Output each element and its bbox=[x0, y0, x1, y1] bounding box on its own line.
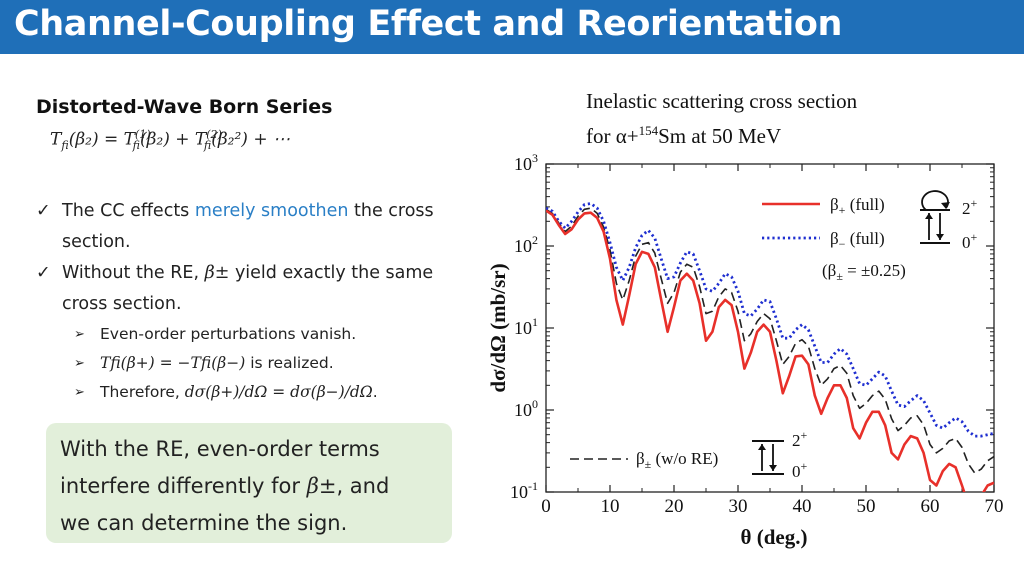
section-heading: Distorted-Wave Born Series bbox=[36, 96, 333, 118]
bullet-text: The CC effects bbox=[62, 201, 195, 221]
legend-label-beta-value: (β± = ±0.25) bbox=[822, 261, 906, 283]
y-tick-label: 103 bbox=[514, 151, 538, 174]
check-icon: ✓ bbox=[36, 263, 51, 283]
sub-bullet-text: Therefore, bbox=[100, 383, 185, 401]
eq-t1: T bbox=[123, 129, 135, 150]
eq-lhs-arg: (β₂) = bbox=[68, 129, 124, 150]
eq-t1-sup: (1) bbox=[135, 128, 151, 141]
title-bar: Channel-Coupling Effect and Reorientatio… bbox=[0, 0, 1024, 54]
chart-caption: Inelastic scattering cross section for α… bbox=[586, 86, 857, 151]
beta-symbol: β± bbox=[204, 263, 230, 283]
sub-bullet-math: dσ(β+)/dΩ = dσ(β−)/dΩ bbox=[184, 383, 373, 401]
y-tick-label: 100 bbox=[514, 397, 538, 420]
x-tick-label: 50 bbox=[857, 496, 876, 517]
arrow-icon: ➢ bbox=[74, 385, 85, 400]
callout-line: interfere differently for bbox=[60, 474, 307, 498]
eq-t2: T bbox=[194, 129, 207, 150]
x-axis-label: θ (deg.) bbox=[741, 525, 808, 549]
plot-frame bbox=[545, 163, 995, 493]
caption-line: for α+ bbox=[586, 124, 639, 148]
sub-bullet-item: ➢ Therefore, dσ(β+)/dΩ = dσ(β−)/dΩ. bbox=[36, 378, 456, 407]
eq-lhs-sub: fi bbox=[61, 139, 69, 153]
caption-line: Sm at 50 MeV bbox=[658, 124, 782, 148]
excitation-arrow-down-bottom-head bbox=[769, 465, 777, 471]
bullet-list: ✓ The CC effects merely smoothen the cro… bbox=[36, 196, 456, 407]
series-line bbox=[546, 209, 994, 492]
x-tick-label: 60 bbox=[921, 496, 940, 517]
bullet-item: ✓ Without the RE, β± yield exactly the s… bbox=[36, 258, 456, 320]
legend-label-beta-minus: β− (full) bbox=[830, 229, 885, 251]
eq-t1-sub: fi bbox=[132, 139, 140, 153]
level-label-0plus: 0+ bbox=[962, 230, 978, 252]
sub-bullet-item: ➢ Tfi(β+) = −Tfi(β−) is realized. bbox=[36, 349, 456, 378]
x-tick-label: 30 bbox=[729, 496, 748, 517]
bullet-text: the cross section. bbox=[62, 201, 434, 252]
sub-bullet-math: Tfi(β+) = −Tfi(β−) bbox=[100, 354, 246, 372]
excitation-arrow-down-head bbox=[936, 234, 944, 240]
x-tick-label: 20 bbox=[665, 496, 684, 517]
callout-line: With the RE, even-order terms bbox=[60, 437, 380, 461]
callout-line: we can determine the sign. bbox=[60, 511, 348, 535]
eq-t2-sup: (2) bbox=[206, 128, 222, 141]
reorientation-loop-head bbox=[941, 202, 950, 209]
bullet-text: yield exactly the same cross section. bbox=[62, 263, 434, 314]
callout-line: , and bbox=[336, 474, 390, 498]
x-tick-label: 40 bbox=[793, 496, 812, 517]
bullet-item: ✓ The CC effects merely smoothen the cro… bbox=[36, 196, 456, 258]
arrow-icon: ➢ bbox=[74, 356, 85, 371]
series-line bbox=[546, 202, 994, 438]
sub-bullet-text: . bbox=[372, 383, 378, 401]
excitation-arrow-up-bottom-head bbox=[758, 444, 766, 450]
chart-plot: 0 10 20 30 40 50 60 70 10-1 100 101 102 103 θ (deg.) d… bbox=[486, 151, 1004, 549]
reorientation-loop bbox=[921, 190, 949, 211]
sub-bullet-text: Even-order perturbations vanish. bbox=[100, 325, 357, 343]
x-tick-label: 10 bbox=[601, 496, 620, 517]
y-tick-label: 101 bbox=[514, 315, 538, 338]
sub-bullet-text: is realized. bbox=[245, 354, 334, 372]
level-label-2plus: 2+ bbox=[962, 196, 978, 218]
legend-label-beta-plus: β+ (full) bbox=[830, 195, 885, 217]
highlight-text: merely smoothen bbox=[194, 201, 349, 221]
y-tick-label: 102 bbox=[514, 233, 538, 256]
x-tick-label: 70 bbox=[985, 496, 1004, 517]
eq-t1-arg: (β₂) + bbox=[139, 129, 195, 150]
bullet-text: Without the RE, bbox=[62, 263, 205, 283]
level-label-0plus-bottom: 0+ bbox=[792, 459, 808, 481]
beta-symbol: β± bbox=[306, 474, 337, 498]
y-axis-label: dσ/dΩ (mb/sr) bbox=[486, 263, 510, 392]
conclusion-callout: With the RE, even-order terms interfere … bbox=[46, 423, 452, 543]
legend-label-wo-re: β± (w/o RE) bbox=[636, 449, 718, 471]
x-tick-label: 0 bbox=[541, 496, 551, 517]
caption-sup: 154 bbox=[638, 123, 659, 138]
eq-lhs: T bbox=[50, 129, 62, 150]
check-icon: ✓ bbox=[36, 201, 51, 221]
arrow-icon: ➢ bbox=[74, 327, 85, 342]
sub-bullet-item: ➢ Even-order perturbations vanish. bbox=[36, 320, 456, 349]
level-label-2plus-bottom: 2+ bbox=[792, 428, 808, 450]
caption-line: Inelastic scattering cross section bbox=[586, 89, 858, 113]
dwba-equation: Tfi(β₂) = T(1)fi(β₂) + T(2)fi(β₂²) + ⋯ bbox=[50, 128, 290, 152]
eq-t2-sub: fi bbox=[203, 139, 212, 153]
series-line bbox=[546, 207, 994, 474]
eq-t2-arg: (β₂²) + ⋯ bbox=[211, 129, 290, 150]
y-tick-label: 10-1 bbox=[510, 479, 538, 502]
slide-title: Channel-Coupling Effect and Reorientatio… bbox=[14, 4, 842, 44]
excitation-arrow-up-head bbox=[925, 213, 933, 219]
callout-text: With the RE, even-order terms interfere … bbox=[60, 431, 389, 542]
